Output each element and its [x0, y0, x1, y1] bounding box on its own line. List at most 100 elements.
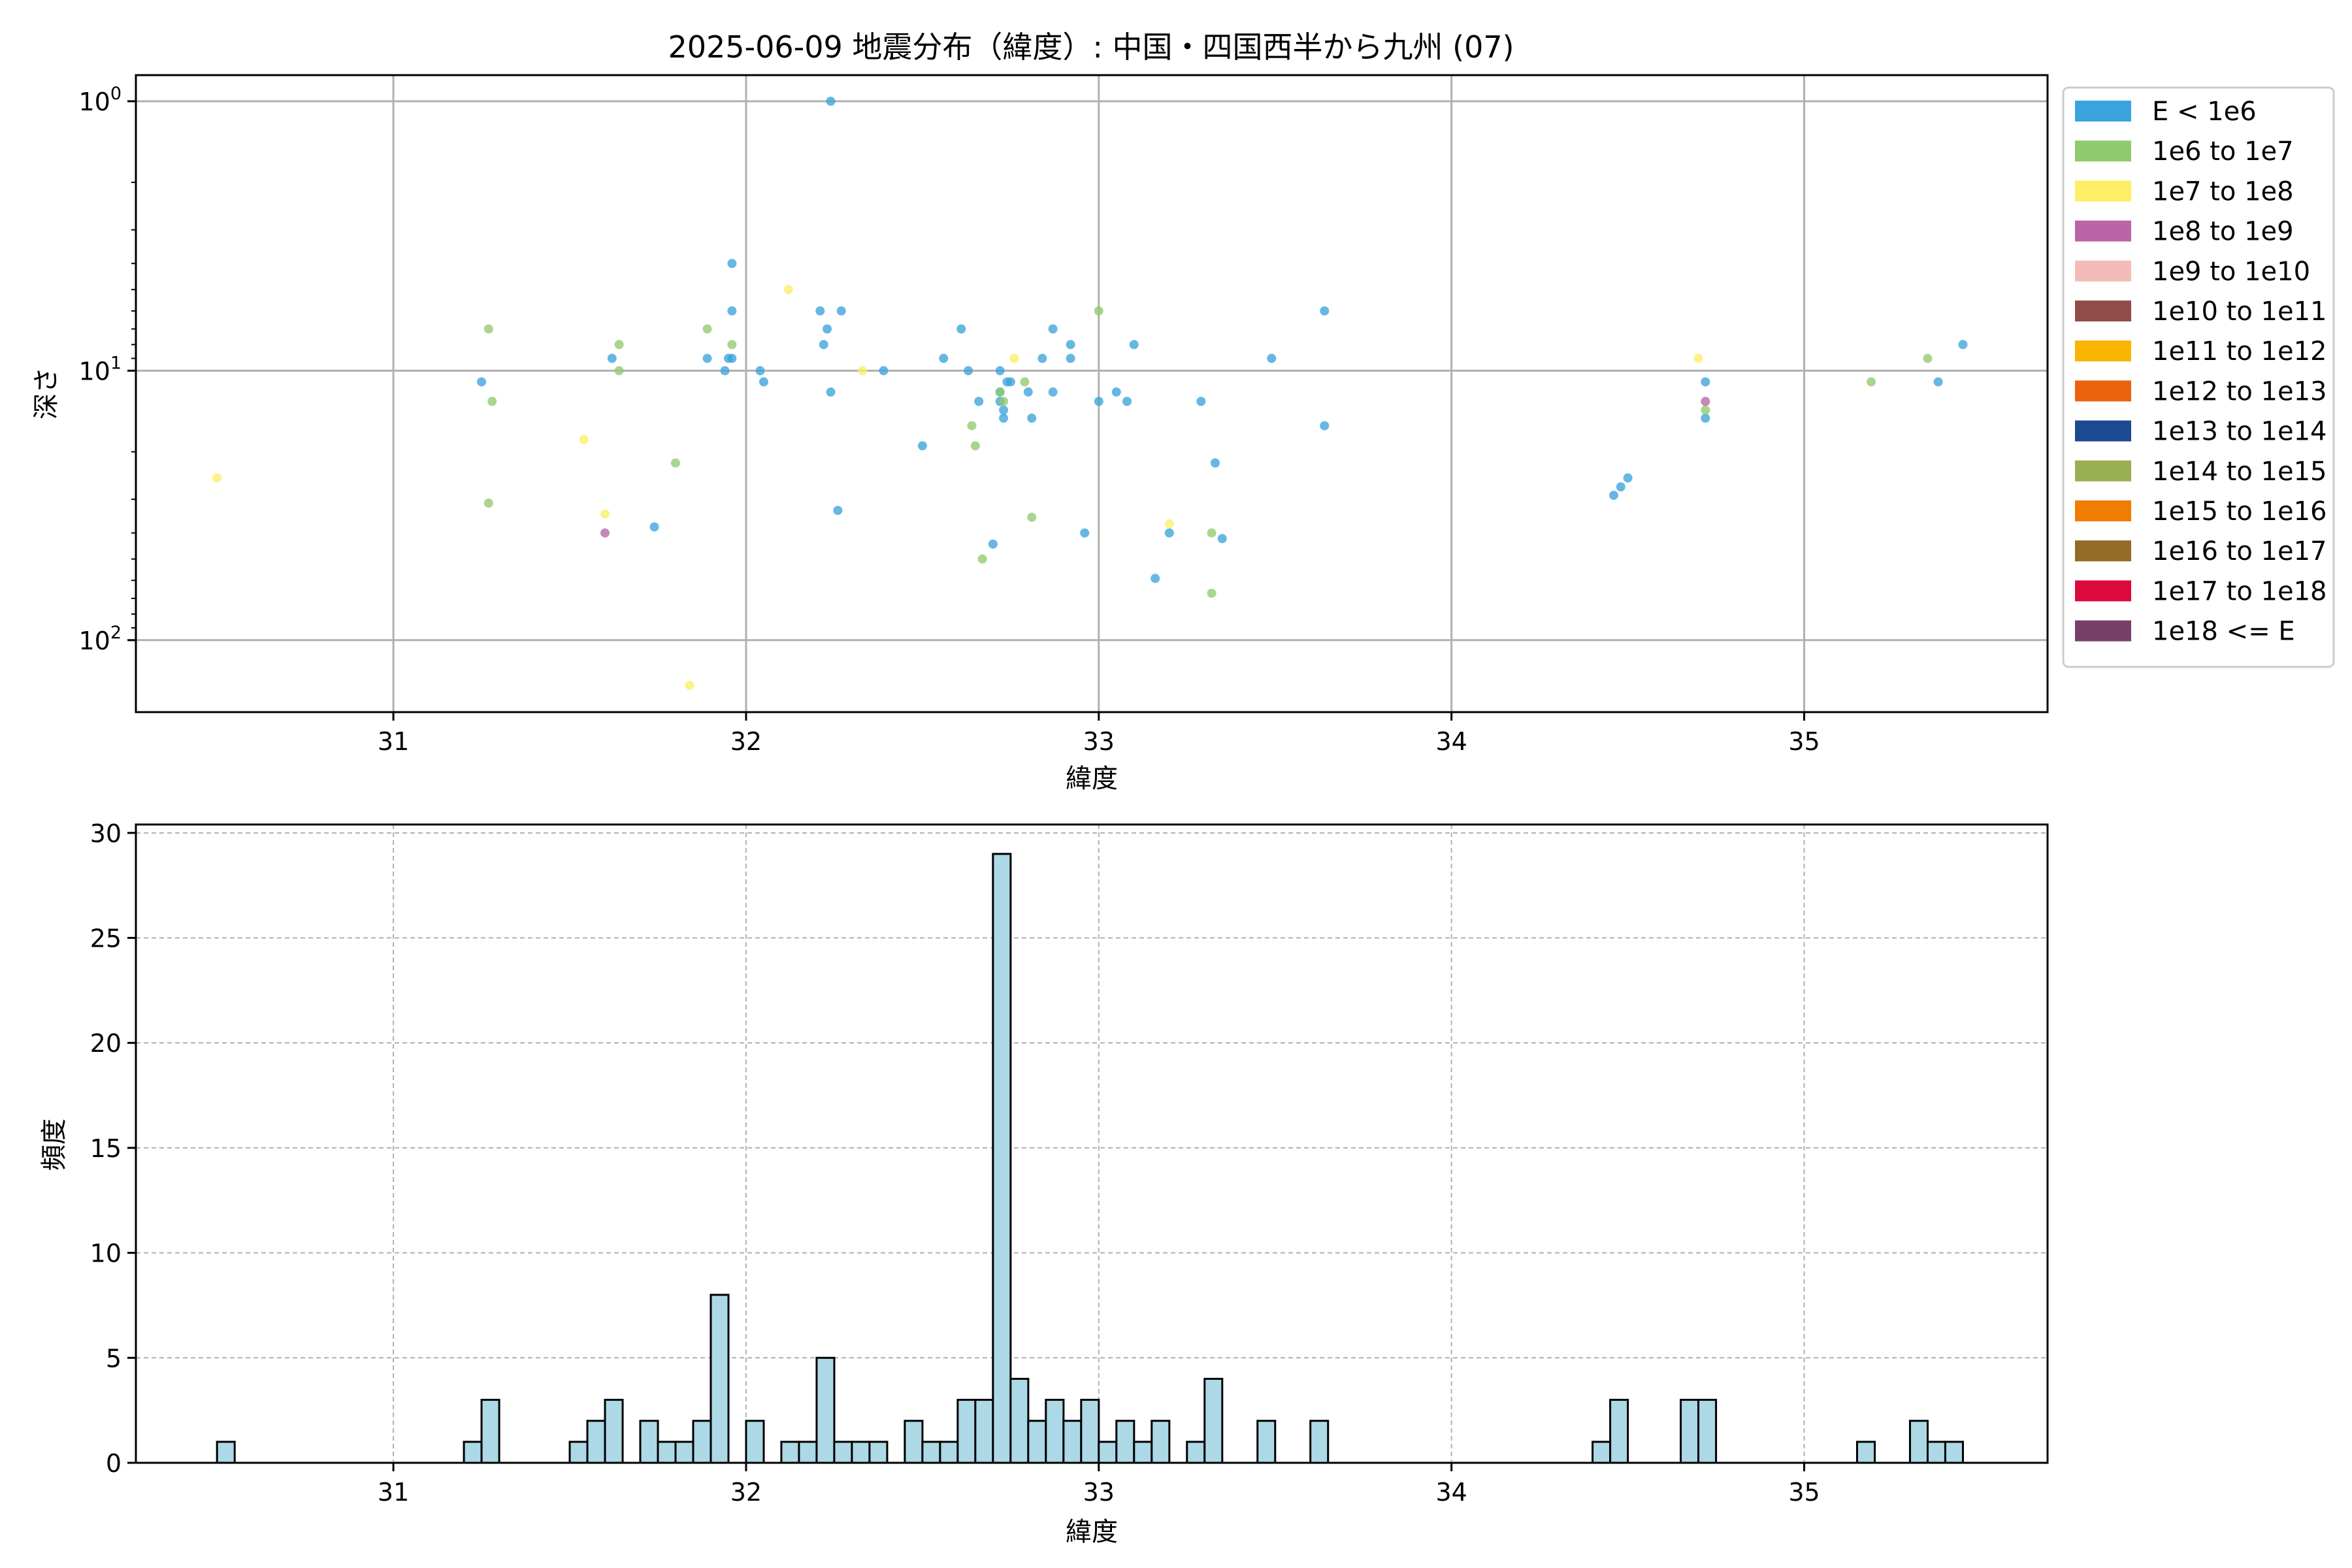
scatter-point: [819, 340, 828, 350]
histogram-bar: [1009, 1377, 1030, 1464]
scatter-point: [783, 285, 793, 295]
scatter-y-tick-label: 102: [78, 623, 122, 655]
scatter-ticks: 31 32 33 34 35 100 101 102: [78, 84, 1820, 756]
legend-entry-label: 1e12 to 1e13: [2152, 376, 2327, 406]
scatter-point: [1080, 528, 1090, 538]
scatter-point: [1027, 512, 1037, 522]
legend-swatch: [2075, 620, 2131, 642]
scatter-point: [487, 397, 497, 406]
histogram-bar: [604, 1399, 624, 1464]
scatter-point: [833, 506, 843, 515]
histogram-y-tick-label: 25: [90, 924, 122, 953]
legend-entry-label: 1e16 to 1e17: [2152, 536, 2327, 566]
histogram-bar: [710, 1294, 730, 1464]
scatter-point: [836, 306, 846, 316]
scatter-point: [727, 340, 737, 350]
histogram-bar: [1186, 1441, 1206, 1464]
legend-swatch: [2075, 301, 2131, 321]
legend: E < 1e6 1e6 to 1e7 1e7 to 1e8 1e8 to 1e9 1e9…: [2062, 86, 2335, 668]
histogram-bar: [868, 1441, 889, 1464]
scatter-point: [815, 306, 825, 316]
scatter-point: [1066, 353, 1075, 363]
legend-entry-label: 1e18 <= E: [2152, 617, 2295, 647]
scatter-point: [1609, 491, 1618, 500]
scatter-grid: [136, 75, 2048, 712]
scatter-point: [702, 353, 712, 363]
scatter-point: [212, 473, 222, 483]
histogram-bar: [904, 1420, 924, 1464]
scatter-point: [1048, 387, 1058, 397]
scatter-point: [1094, 397, 1103, 406]
scatter-point: [1867, 377, 1876, 387]
scatter-point: [1122, 397, 1132, 406]
histogram-y-tick-label: 20: [90, 1029, 122, 1058]
scatter-point: [685, 680, 694, 690]
scatter-point: [970, 441, 980, 451]
histogram-ylabel: 頻度: [39, 1119, 69, 1171]
histogram-bars: [216, 853, 1964, 1464]
scatter-point: [995, 366, 1005, 376]
legend-swatch: [2075, 580, 2131, 602]
legend-swatch: [2075, 380, 2131, 402]
scatter-point: [720, 366, 730, 376]
scatter-point: [977, 554, 987, 564]
scatter-points: [212, 96, 1968, 690]
scatter-point: [1701, 397, 1710, 406]
histogram-bar: [780, 1441, 800, 1464]
scatter-point: [1923, 353, 1933, 363]
scatter-point: [995, 387, 1005, 397]
histogram-bar: [1855, 1441, 1876, 1464]
legend-swatch: [2075, 340, 2131, 362]
legend-entry-label: 1e17 to 1e18: [2152, 576, 2327, 606]
scatter-xlabel: 緯度: [1066, 764, 1118, 794]
histogram-bar: [956, 1399, 977, 1464]
scatter-point: [858, 366, 868, 376]
histogram-bar: [1062, 1420, 1083, 1464]
scatter-point: [1623, 473, 1633, 483]
scatter-point: [579, 434, 589, 444]
scatter-y-tick-label: 100: [78, 84, 122, 116]
scatter-x-tick-label: 32: [730, 727, 762, 756]
histogram-y-tick-label: 15: [90, 1134, 122, 1163]
histogram-bar: [1256, 1420, 1277, 1464]
scatter-point: [1094, 306, 1103, 316]
scatter-point: [1267, 353, 1277, 363]
legend-swatch: [2075, 260, 2131, 282]
histogram-y-tick-label: 0: [106, 1449, 122, 1478]
scatter-axes-frame: [135, 74, 2049, 713]
legend-swatch: [2075, 500, 2131, 521]
histogram-bar: [815, 1356, 836, 1464]
histogram-bar: [674, 1441, 694, 1464]
histogram-bar: [974, 1399, 994, 1464]
scatter-point: [1129, 340, 1139, 350]
histogram-axes-frame: [135, 823, 2049, 1464]
histogram-bar: [568, 1441, 589, 1464]
scatter-point: [1701, 377, 1710, 387]
histogram-bar: [1133, 1441, 1153, 1464]
scatter-point: [614, 340, 624, 350]
scatter-point: [823, 324, 832, 334]
histogram-bar: [692, 1420, 712, 1464]
histogram-bar: [1309, 1420, 1330, 1464]
scatter-point: [755, 366, 765, 376]
scatter-ylabel: 深さ: [31, 367, 61, 419]
histogram-bar: [1151, 1420, 1171, 1464]
legend-entry-label: 1e7 to 1e8: [2152, 176, 2294, 206]
scatter-point: [1693, 353, 1703, 363]
legend-swatch: [2075, 140, 2131, 162]
scatter-point: [1023, 387, 1033, 397]
histogram-bar: [1027, 1420, 1047, 1464]
scatter-point: [607, 353, 617, 363]
legend-entry-label: 1e14 to 1e15: [2152, 457, 2327, 487]
scatter-point: [1066, 340, 1075, 350]
scatter-point: [826, 387, 836, 397]
legend-swatch: [2075, 460, 2131, 482]
scatter-point: [483, 498, 493, 508]
histogram-grid: [136, 825, 2048, 1463]
scatter-point: [1048, 324, 1058, 334]
histogram-x-tick-label: 35: [1788, 1478, 1820, 1507]
histogram-ticks: 31 32 33 34 35 0 5 10 15 20 25 30: [90, 819, 1820, 1507]
legend-entry-label: E < 1e6: [2152, 97, 2257, 127]
scatter-point: [702, 324, 712, 334]
